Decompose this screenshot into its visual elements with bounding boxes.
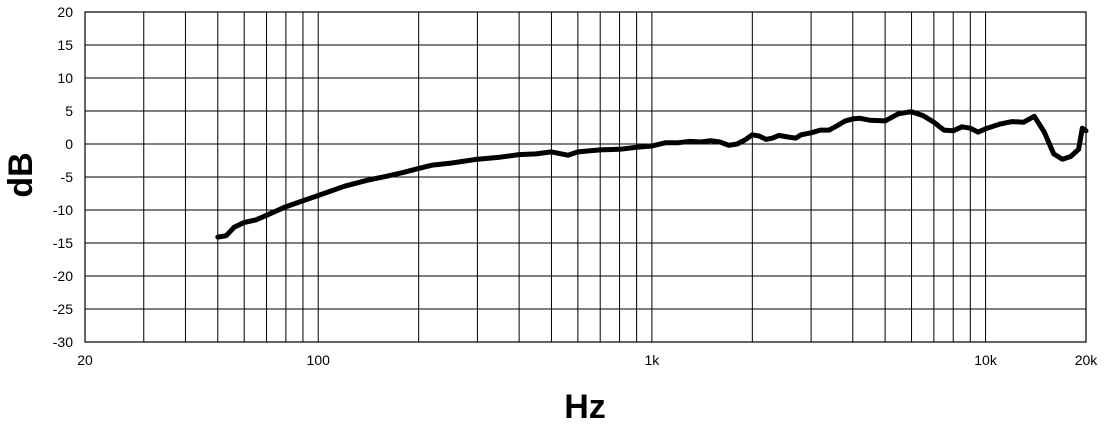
y-axis-label: dB bbox=[2, 152, 40, 197]
y-tick-label: -5 bbox=[61, 169, 74, 185]
x-tick-label: 1k bbox=[644, 352, 660, 368]
y-tick-label: 5 bbox=[65, 103, 73, 119]
y-tick-label: 20 bbox=[57, 4, 73, 20]
x-axis-label: Hz bbox=[564, 388, 606, 426]
x-tick-labels: 20 100 1k 10k 20k bbox=[77, 352, 1098, 368]
x-tick-label: 100 bbox=[307, 352, 331, 368]
y-tick-label: 0 bbox=[65, 136, 73, 152]
chart-grid bbox=[84, 11, 1087, 343]
y-tick-label: -20 bbox=[53, 268, 73, 284]
y-tick-labels: 20 15 10 5 0 -5 -10 -15 -20 -25 -30 bbox=[53, 4, 73, 350]
plot-area bbox=[215, 109, 1089, 240]
x-tick-label: 20 bbox=[77, 352, 93, 368]
x-tick-label: 20k bbox=[1075, 352, 1099, 368]
y-tick-label: -10 bbox=[53, 202, 73, 218]
y-tick-label: 10 bbox=[57, 70, 73, 86]
y-tick-label: -25 bbox=[53, 301, 73, 317]
plot-frame bbox=[84, 11, 1087, 343]
y-tick-label: -30 bbox=[53, 334, 73, 350]
response-curve bbox=[215, 109, 1089, 240]
y-tick-label: -15 bbox=[53, 235, 73, 251]
y-tick-label: 15 bbox=[57, 37, 73, 53]
x-tick-label: 10k bbox=[974, 352, 998, 368]
